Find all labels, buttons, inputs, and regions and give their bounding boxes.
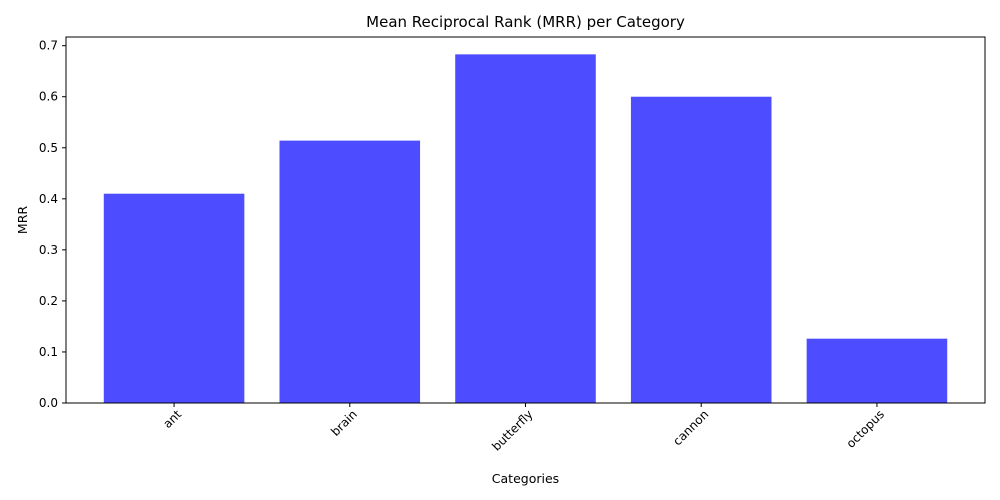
y-tick-label: 0.1 xyxy=(39,345,58,359)
y-tick-label: 0.0 xyxy=(39,396,58,410)
bar-brain xyxy=(279,140,421,403)
bar-octopus xyxy=(806,338,948,403)
x-axis-label: Categories xyxy=(492,471,559,486)
bar-butterfly xyxy=(455,54,596,404)
y-tick-label: 0.3 xyxy=(39,243,58,257)
y-tick-label: 0.7 xyxy=(39,39,58,53)
y-axis-label: MRR xyxy=(15,206,30,234)
y-tick-label: 0.6 xyxy=(39,90,58,104)
bar-cannon xyxy=(630,96,772,403)
bar-ant xyxy=(103,193,245,403)
plot-frame xyxy=(65,36,986,404)
y-tick-label: 0.2 xyxy=(39,294,58,308)
bars-group xyxy=(103,54,948,404)
y-tick-label: 0.5 xyxy=(39,141,58,155)
y-tick-label: 0.4 xyxy=(39,192,58,206)
y-axis-ticks: 0.0 0.1 0.2 0.3 0.4 0.5 0.6 0.7 xyxy=(39,39,66,410)
chart-title: Mean Reciprocal Rank (MRR) per Category xyxy=(366,13,685,31)
